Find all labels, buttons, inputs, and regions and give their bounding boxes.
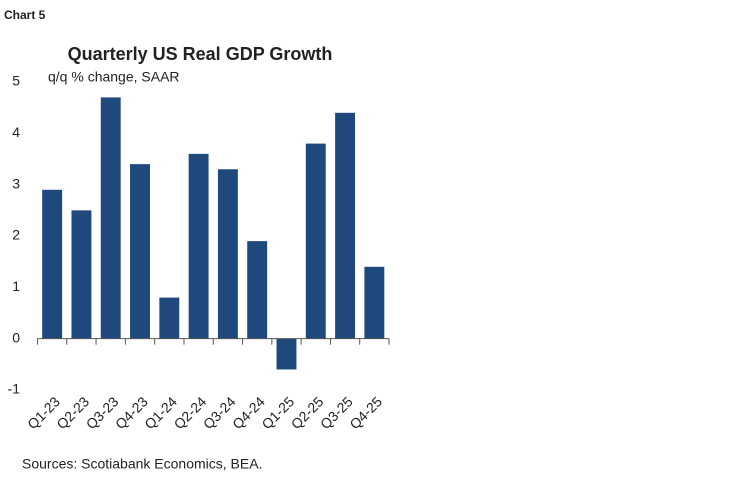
y-tick-label: 3 xyxy=(12,175,20,191)
bar xyxy=(276,338,297,370)
x-tick-label: Q3-25 xyxy=(317,393,356,432)
x-tick-label: Q1-24 xyxy=(141,393,180,432)
bar xyxy=(364,266,385,339)
y-tick-label: 2 xyxy=(12,227,20,243)
bar xyxy=(71,210,92,339)
bar xyxy=(188,153,209,339)
bar xyxy=(247,241,268,339)
y-tick-label: 1 xyxy=(12,278,20,294)
y-tick-label: 0 xyxy=(12,329,20,345)
source-note: Sources: Scotiabank Economics, BEA. xyxy=(22,456,262,472)
bar xyxy=(130,164,150,339)
chart-title: Quarterly US Real GDP Growth xyxy=(68,44,333,64)
x-tick-label: Q4-24 xyxy=(229,393,268,432)
bar xyxy=(159,297,180,339)
y-tick-label: -1 xyxy=(8,381,21,397)
x-tick-label: Q2-23 xyxy=(53,393,92,432)
chart-label: Chart 5 xyxy=(4,8,46,22)
x-tick-label: Q2-24 xyxy=(171,393,210,432)
bar xyxy=(42,189,63,339)
x-tick-label: Q3-23 xyxy=(83,393,122,432)
bar xyxy=(305,143,326,339)
bar xyxy=(217,169,238,339)
x-tick-label: Q3-24 xyxy=(200,393,239,432)
x-tick-label: Q1-25 xyxy=(258,393,297,432)
bar xyxy=(100,97,121,339)
x-tick-label: Q4-25 xyxy=(346,393,385,432)
x-tick-label: Q4-23 xyxy=(112,393,151,432)
y-tick-label: 5 xyxy=(12,73,20,89)
y-tick-label: 4 xyxy=(12,124,20,140)
chart-subtitle: q/q % change, SAAR xyxy=(48,69,180,85)
x-tick-label: Q2-25 xyxy=(288,393,327,432)
bar xyxy=(335,112,356,339)
x-tick-label: Q1-23 xyxy=(24,393,63,432)
